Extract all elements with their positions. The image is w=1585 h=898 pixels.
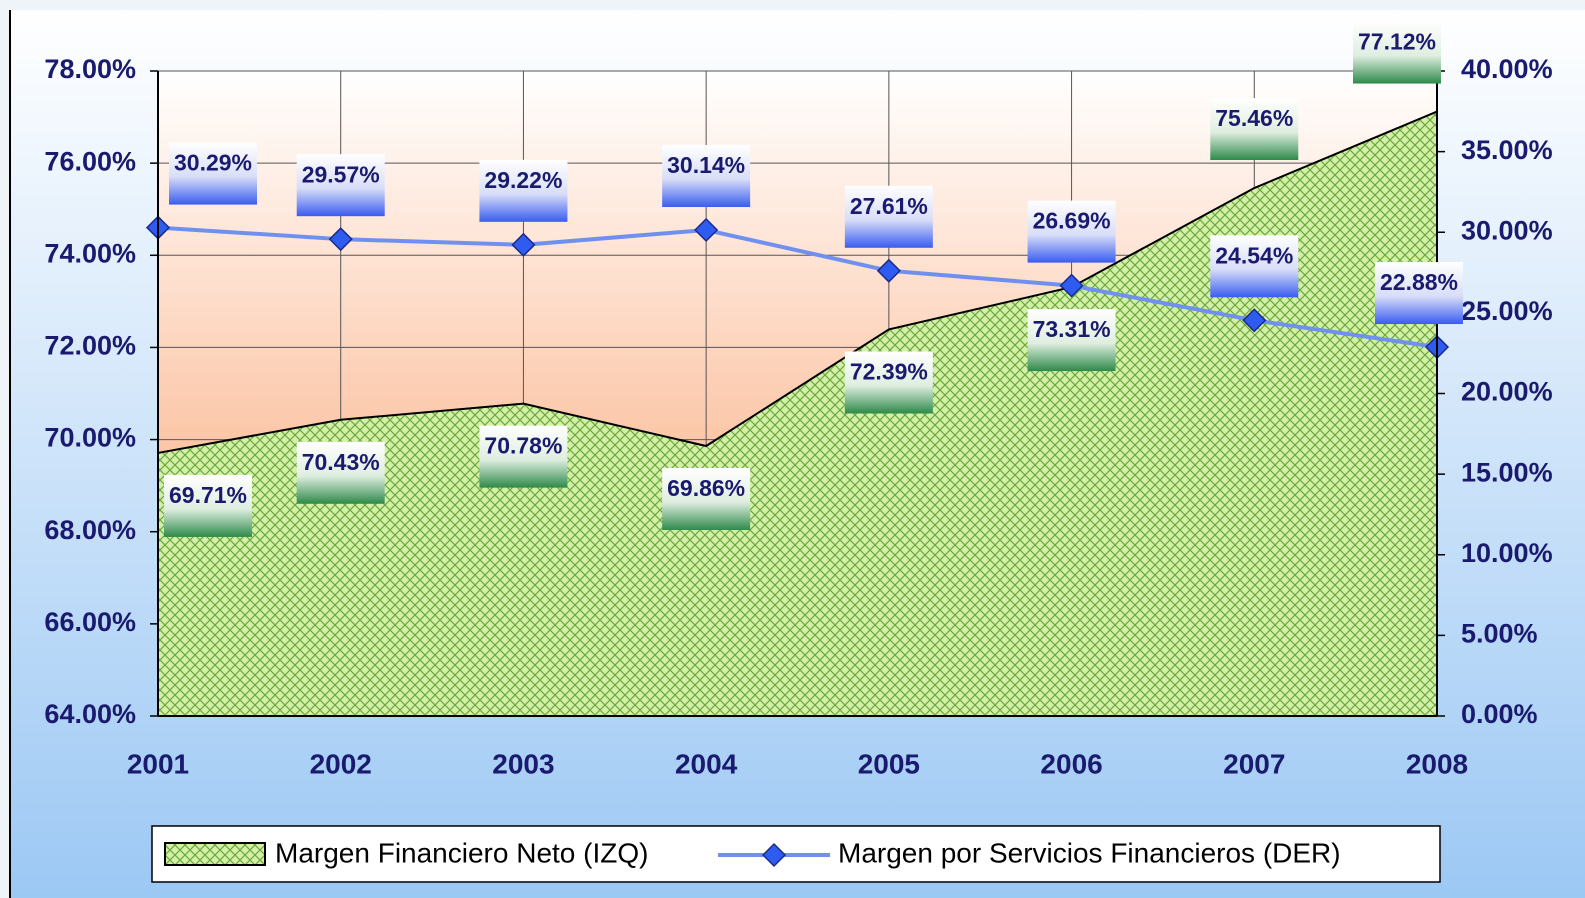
data-label: 30.14% <box>667 152 745 178</box>
data-label: 27.61% <box>850 193 928 219</box>
y2-tick-label: 15.00% <box>1461 457 1553 487</box>
legend-label: Margen por Servicios Financieros (DER) <box>838 837 1341 868</box>
data-label: 75.46% <box>1215 105 1293 131</box>
x-tick-label: 2001 <box>127 748 189 779</box>
x-tick-label: 2008 <box>1406 748 1468 779</box>
data-label-box <box>1375 262 1463 325</box>
x-tick-label: 2006 <box>1040 748 1102 779</box>
x-tick-label: 2005 <box>858 748 920 779</box>
marker <box>511 232 536 257</box>
marker <box>1059 273 1084 298</box>
data-label-box <box>844 185 933 248</box>
marker <box>694 217 719 243</box>
legend-swatch-area <box>164 842 266 866</box>
y-tick-label: 72.00% <box>44 331 136 361</box>
data-label-box <box>1210 98 1299 161</box>
legend-label: Margen Financiero Neto (IZQ) <box>275 837 648 868</box>
data-label-box <box>1210 235 1299 298</box>
y2-tick-label: 25.00% <box>1461 296 1553 326</box>
y-tick-label: 78.00% <box>44 54 136 84</box>
y-tick-label: 64.00% <box>44 699 136 729</box>
y-tick-label: 74.00% <box>44 238 136 268</box>
data-label-box <box>662 144 751 207</box>
data-label-box <box>662 468 751 531</box>
y2-tick-label: 40.00% <box>1461 54 1553 84</box>
y-tick-label: 66.00% <box>44 607 136 637</box>
data-label: 70.78% <box>484 433 562 459</box>
data-label: 29.57% <box>302 161 380 187</box>
data-label: 69.71% <box>169 482 247 508</box>
data-label: 26.69% <box>1033 208 1111 234</box>
data-label-box <box>169 142 257 205</box>
data-label: 70.43% <box>302 449 380 475</box>
data-label: 72.39% <box>850 359 928 385</box>
x-tick-label: 2007 <box>1223 748 1285 779</box>
x-tick-label: 2003 <box>492 748 554 779</box>
x-tick-label: 2002 <box>310 748 372 779</box>
y-tick-label: 70.00% <box>44 423 136 453</box>
y2-tick-label: 35.00% <box>1461 135 1553 165</box>
y2-tick-label: 0.00% <box>1461 699 1538 729</box>
y2-tick-label: 20.00% <box>1461 377 1553 407</box>
data-label-box <box>1027 309 1116 372</box>
data-label-box <box>479 425 568 488</box>
legend-swatch-marker <box>761 842 787 868</box>
y-tick-label: 68.00% <box>44 515 136 545</box>
data-label: 24.54% <box>1215 242 1293 268</box>
y-tick-label: 76.00% <box>44 146 136 176</box>
line <box>157 225 1438 350</box>
legend: Margen Financiero Neto (IZQ) Margen por S… <box>151 825 1441 883</box>
marker <box>1242 308 1267 333</box>
area-outline <box>157 110 1438 454</box>
x-tick-label: 2004 <box>675 748 738 779</box>
data-label-box <box>296 441 385 504</box>
data-label-box <box>1027 200 1116 263</box>
data-label: 69.86% <box>667 475 745 501</box>
marker <box>876 258 901 283</box>
marker <box>328 227 353 252</box>
data-label: 77.12% <box>1358 29 1436 55</box>
y2-tick-label: 10.00% <box>1461 538 1553 568</box>
y2-tick-label: 30.00% <box>1461 215 1553 245</box>
data-label-box <box>1353 21 1441 84</box>
data-label: 22.88% <box>1380 269 1458 295</box>
data-label-box <box>479 159 568 222</box>
data-label-box <box>844 351 933 414</box>
data-label-box <box>164 474 252 537</box>
data-label: 30.29% <box>174 150 252 176</box>
y2-tick-label: 5.00% <box>1461 619 1538 649</box>
data-label: 29.22% <box>484 167 562 193</box>
data-label: 73.31% <box>1033 316 1111 342</box>
data-label-box <box>296 154 385 217</box>
